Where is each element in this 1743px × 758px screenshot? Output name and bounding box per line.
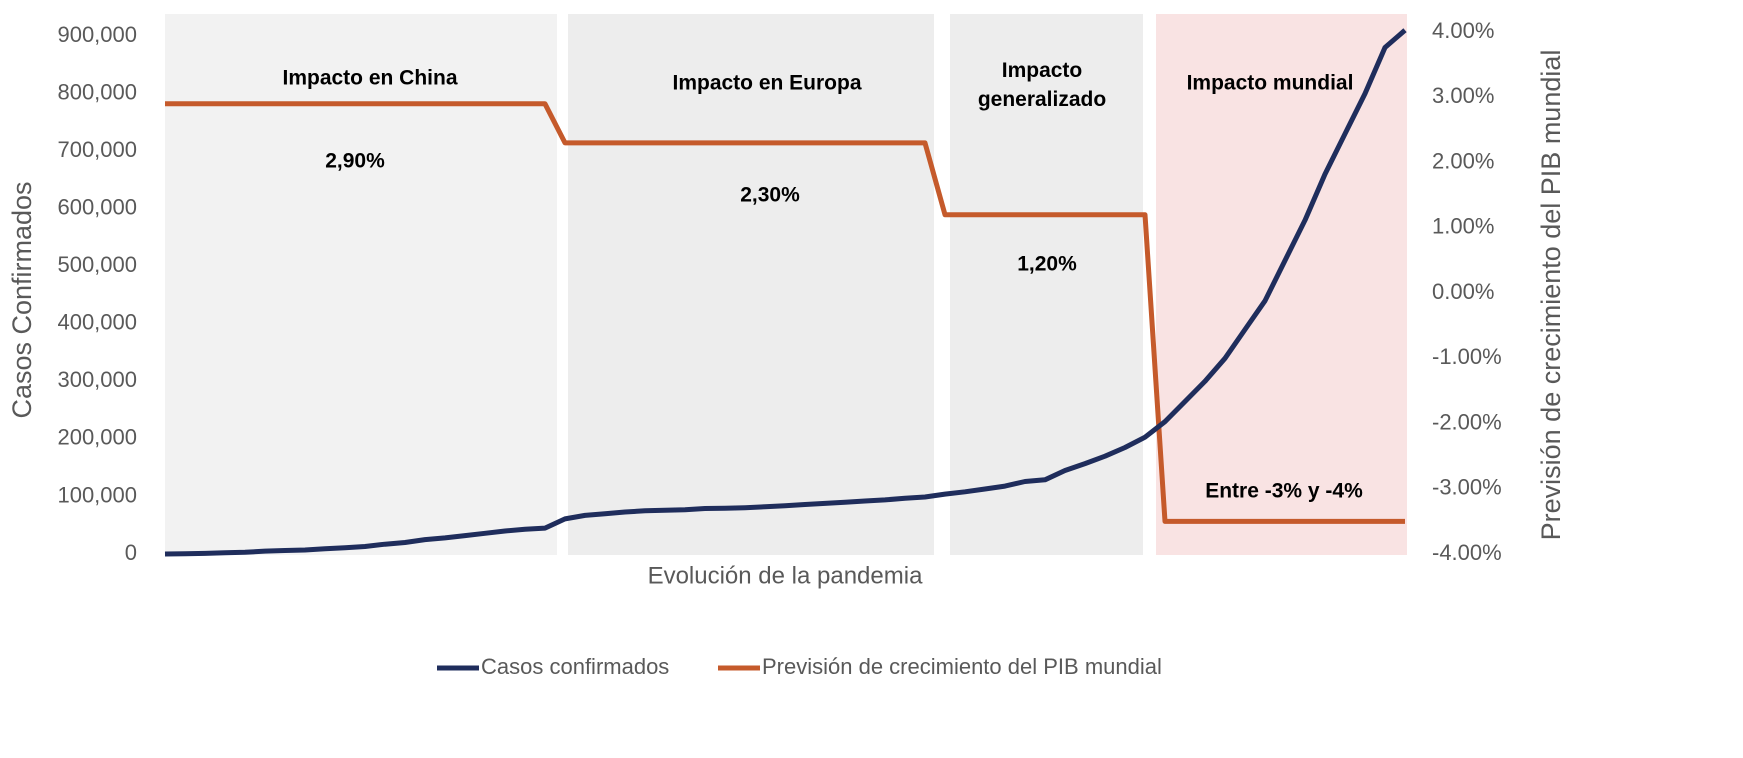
y-tick-label: 500,000 bbox=[57, 252, 137, 277]
annotation: Entre -3% y -4% bbox=[1205, 480, 1363, 503]
y2-tick-label: 3.00% bbox=[1432, 83, 1494, 108]
y2-tick-label: 2.00% bbox=[1432, 148, 1494, 173]
y2-tick-label: -4.00% bbox=[1432, 540, 1502, 565]
y-tick-label: 400,000 bbox=[57, 310, 137, 335]
annotation-box: Impacto generalizado bbox=[977, 59, 1107, 111]
annotation: Impacto en Europa bbox=[672, 72, 861, 95]
y-tick-label: 300,000 bbox=[57, 367, 137, 392]
x-axis-title: Evolución de la pandemia bbox=[648, 562, 924, 589]
y2-tick-label: -3.00% bbox=[1432, 475, 1502, 500]
y2-tick-label: 4.00% bbox=[1432, 18, 1494, 43]
legend-label: Previsión de crecimiento del PIB mundial bbox=[762, 654, 1162, 679]
annotation: 2,30% bbox=[740, 184, 800, 207]
annotation: 1,20% bbox=[1017, 253, 1077, 276]
y2-tick-label: 0.00% bbox=[1432, 279, 1494, 304]
y-tick-label: 800,000 bbox=[57, 79, 137, 104]
y-tick-label: 600,000 bbox=[57, 194, 137, 219]
y-tick-label: 100,000 bbox=[57, 482, 137, 507]
line bbox=[165, 101, 1405, 524]
y-tick-label: 700,000 bbox=[57, 137, 137, 162]
annotation: Impacto en China bbox=[282, 67, 457, 90]
region bbox=[1156, 14, 1407, 555]
y2-tick-label: -1.00% bbox=[1432, 344, 1502, 369]
y2-tick-label: 1.00% bbox=[1432, 214, 1494, 239]
annotation: Impacto mundial bbox=[1187, 72, 1354, 95]
y-tick-label: 200,000 bbox=[57, 425, 137, 450]
region bbox=[165, 14, 557, 555]
y2-axis-title: Previsión de crecimiento del PIB mundial bbox=[1536, 50, 1566, 541]
line bbox=[164, 28, 1407, 557]
legend-label: Casos confirmados bbox=[481, 654, 669, 679]
y2-tick-label: -2.00% bbox=[1432, 409, 1502, 434]
region bbox=[950, 14, 1143, 555]
y-tick-label: 900,000 bbox=[57, 22, 137, 47]
annotation: 2,90% bbox=[325, 150, 385, 173]
y-axis-title: Casos Confirmados bbox=[7, 181, 37, 418]
region bbox=[568, 14, 934, 555]
annotation: Impacto generalizado bbox=[977, 59, 1107, 111]
y-tick-label: 0 bbox=[125, 540, 137, 565]
